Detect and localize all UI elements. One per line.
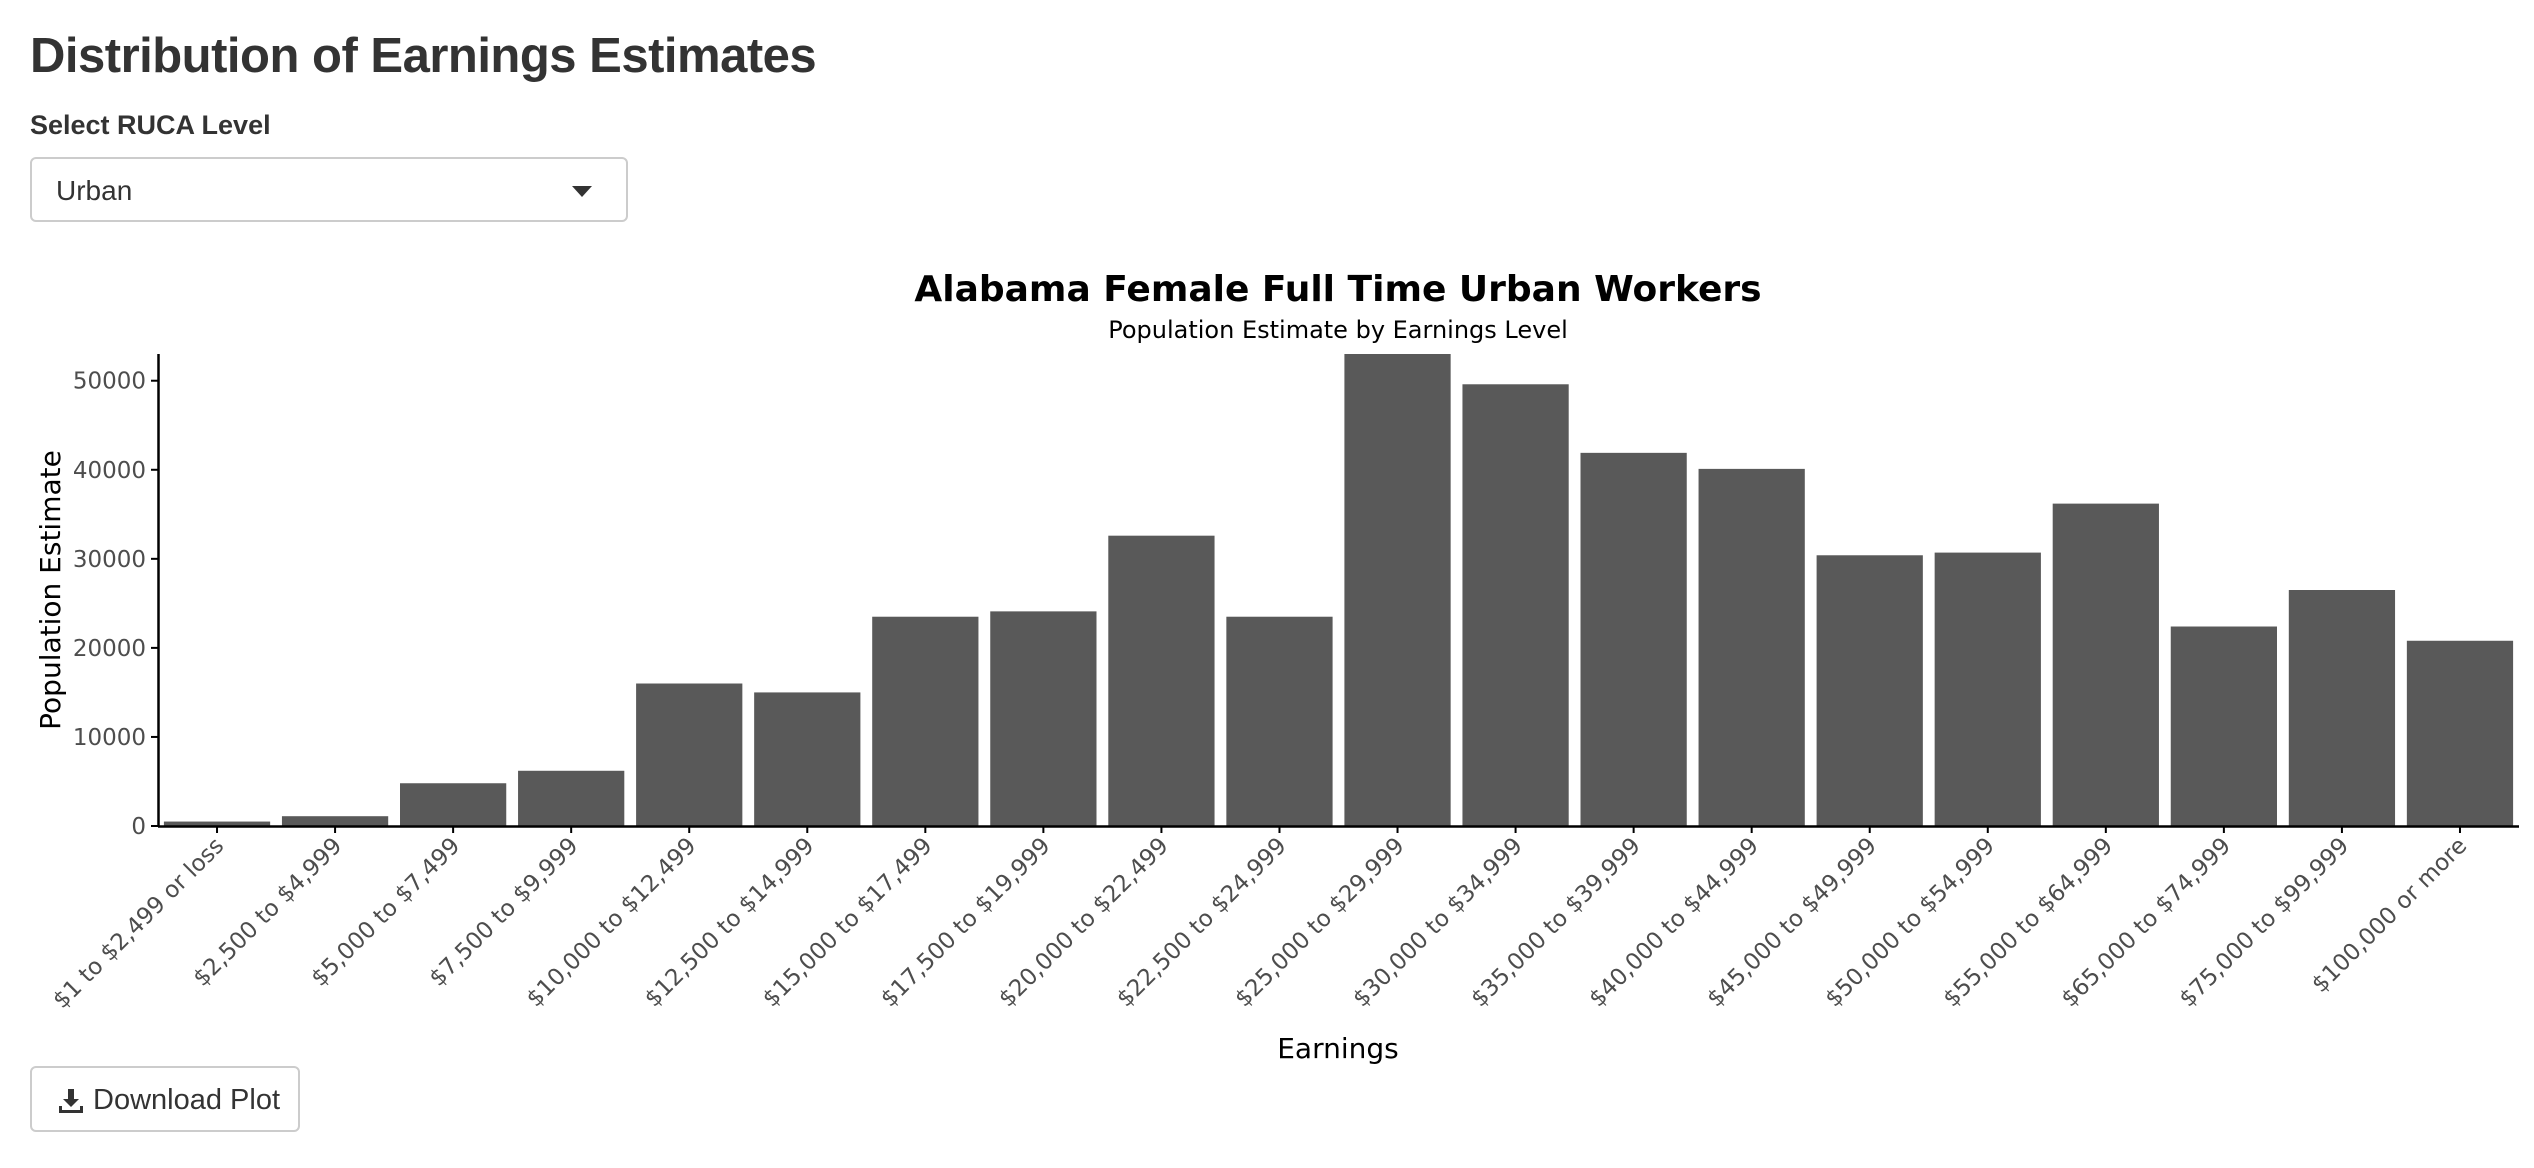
y-ticks-layer: 0 10000 20000 30000 40000 50000 [73, 369, 158, 840]
bar-1 [281, 816, 389, 826]
bar-0 [163, 821, 271, 826]
chart-subtitle: Population Estimate by Earnings Level [1108, 316, 1568, 344]
bar-12 [1580, 452, 1687, 826]
earnings-chart: Alabama Female Full Time Urban Workers P… [0, 255, 2534, 1075]
download-plot-label: Download Plot [93, 1084, 280, 1116]
y-tick-label-3: 30000 [73, 547, 146, 573]
chart-title: Alabama Female Full Time Urban Workers [914, 269, 1761, 310]
bars-layer [163, 354, 2514, 826]
bar-18 [2288, 590, 2396, 826]
bar-10 [1344, 354, 1451, 826]
bar-2 [400, 783, 507, 826]
bar-11 [1462, 384, 1569, 826]
download-icon [59, 1089, 83, 1113]
bar-8 [1108, 535, 1215, 826]
page-title: Distribution of Earnings Estimates [30, 29, 817, 83]
download-plot-button[interactable]: Download Plot [30, 1066, 300, 1132]
bar-3 [518, 770, 625, 826]
x-axis-title: Earnings [1277, 1032, 1399, 1065]
chart-svg: Alabama Female Full Time Urban Workers P… [34, 269, 2519, 1065]
ruca-level-select[interactable]: Urban [30, 157, 628, 222]
y-tick-label-0: 0 [131, 814, 146, 840]
x-ticks-layer: $1 to $2,499 or loss$2,500 to $4,999$5,0… [48, 826, 2472, 1014]
bar-4 [636, 683, 743, 826]
bar-9 [1226, 616, 1333, 826]
bar-5 [754, 692, 861, 826]
bar-15 [1934, 552, 2041, 826]
chevron-down-icon [572, 186, 592, 197]
bar-7 [990, 611, 1097, 826]
bar-14 [1816, 555, 1923, 826]
y-tick-label-2: 20000 [73, 636, 146, 662]
bar-19 [2406, 640, 2514, 826]
y-axis-title: Population Estimate [34, 450, 67, 730]
y-tick-label-1: 10000 [73, 725, 146, 751]
bar-13 [1698, 468, 1805, 826]
y-tick-label-5: 50000 [73, 369, 146, 395]
ruca-select-value: Urban [56, 175, 133, 206]
bar-17 [2170, 626, 2277, 826]
bar-16 [2052, 503, 2159, 826]
y-tick-label-4: 40000 [73, 458, 146, 484]
ruca-select-label: Select RUCA Level [30, 110, 271, 140]
bar-6 [872, 616, 979, 826]
